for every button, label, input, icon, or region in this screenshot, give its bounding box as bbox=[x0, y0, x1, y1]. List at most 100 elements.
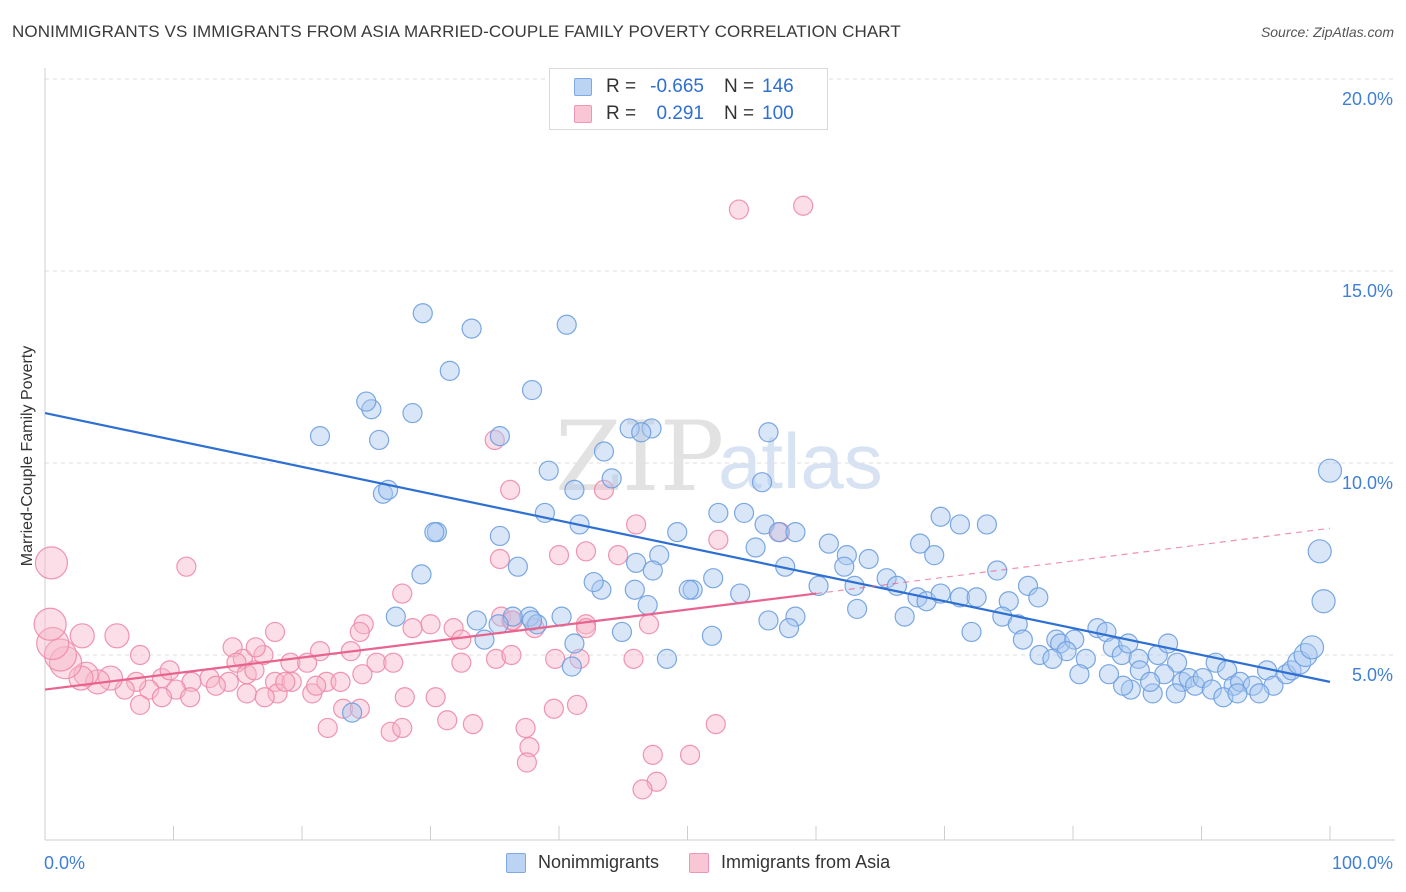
data-point bbox=[424, 522, 445, 543]
data-point bbox=[583, 571, 604, 593]
data-point bbox=[1299, 635, 1325, 660]
data-point bbox=[778, 618, 800, 639]
data-point bbox=[638, 614, 660, 635]
data-point bbox=[466, 610, 487, 631]
legend-n-label: N = bbox=[724, 103, 755, 124]
data-point bbox=[69, 623, 95, 649]
x-tick-label-max: 100.0% bbox=[1332, 853, 1393, 873]
data-point bbox=[593, 441, 615, 462]
data-point bbox=[356, 391, 377, 412]
data-point bbox=[330, 671, 351, 692]
source-label: Source: ZipAtlas.com bbox=[1260, 24, 1394, 40]
series-immigrants-from-asia bbox=[33, 195, 814, 800]
watermark-atlas: atlas bbox=[718, 417, 883, 505]
legend-label-nonimmigrants: Nonimmigrants bbox=[538, 852, 660, 872]
y-axis-ticks: 5.0% 10.0% 15.0% 20.0% bbox=[1342, 89, 1393, 685]
data-point bbox=[625, 514, 647, 535]
legend-r-label: R = bbox=[606, 103, 637, 124]
data-point bbox=[264, 621, 286, 643]
y-tick-label: 15.0% bbox=[1342, 281, 1393, 301]
x-tick-label-min: 0.0% bbox=[44, 853, 85, 873]
data-point bbox=[679, 744, 701, 765]
data-point bbox=[1166, 652, 1188, 673]
data-point bbox=[1129, 660, 1150, 681]
data-point bbox=[1165, 683, 1186, 704]
data-point bbox=[425, 687, 446, 708]
data-point bbox=[625, 552, 647, 573]
data-point bbox=[369, 429, 390, 451]
data-point bbox=[1075, 648, 1096, 669]
legend-row-nonimmigrants: R = -0.665 N = 146 bbox=[574, 76, 794, 98]
data-point bbox=[439, 360, 460, 381]
data-point bbox=[543, 698, 564, 719]
x-axis bbox=[44, 68, 1395, 841]
data-point bbox=[385, 606, 406, 627]
trend-line-immigrants-extension bbox=[815, 527, 1331, 595]
series-legend: Nonimmigrants Immigrants from Asia bbox=[506, 852, 920, 873]
data-point bbox=[1317, 458, 1343, 483]
data-point bbox=[461, 318, 482, 339]
data-point bbox=[176, 556, 197, 577]
data-point bbox=[267, 683, 288, 704]
data-point bbox=[566, 694, 588, 716]
legend-swatch-blue bbox=[574, 78, 592, 96]
data-point bbox=[678, 579, 699, 600]
data-point bbox=[703, 568, 724, 589]
data-point bbox=[593, 479, 615, 500]
data-point bbox=[489, 426, 510, 447]
data-point bbox=[1042, 648, 1063, 669]
data-point bbox=[642, 744, 663, 765]
data-point bbox=[275, 671, 296, 692]
data-point bbox=[1139, 671, 1161, 692]
data-point bbox=[437, 710, 458, 731]
data-point bbox=[538, 460, 559, 481]
legend-label-immigrants: Immigrants from Asia bbox=[721, 852, 891, 872]
data-point bbox=[733, 502, 755, 524]
data-point bbox=[392, 717, 413, 739]
data-point bbox=[226, 652, 247, 673]
data-point bbox=[33, 607, 67, 641]
data-point bbox=[1249, 683, 1270, 704]
legend-r-label: R = bbox=[606, 76, 637, 97]
chart-title: NONIMMIGRANTS VS IMMIGRANTS FROM ASIA MA… bbox=[12, 22, 901, 41]
data-point bbox=[564, 479, 585, 500]
data-point bbox=[930, 583, 951, 604]
data-point bbox=[632, 779, 653, 800]
data-point bbox=[394, 687, 415, 708]
data-point bbox=[1028, 587, 1049, 608]
legend-r-value: -0.665 bbox=[650, 76, 704, 97]
data-point bbox=[847, 598, 868, 620]
data-point bbox=[309, 426, 331, 447]
data-point bbox=[1307, 539, 1332, 564]
data-point bbox=[844, 575, 865, 596]
data-point bbox=[949, 514, 971, 535]
data-point bbox=[608, 545, 629, 566]
data-point bbox=[281, 671, 302, 692]
legend-swatch-pink bbox=[689, 852, 710, 873]
y-tick-label: 5.0% bbox=[1352, 665, 1393, 685]
data-point bbox=[1012, 629, 1033, 650]
data-point bbox=[1007, 614, 1028, 635]
stats-legend: R = -0.665 N = 146 R = 0.291 N = 100 bbox=[549, 68, 828, 130]
data-point bbox=[1172, 671, 1193, 692]
data-point bbox=[519, 737, 540, 758]
data-point bbox=[485, 648, 507, 669]
data-point bbox=[516, 752, 537, 773]
data-point bbox=[785, 522, 806, 543]
data-point bbox=[412, 303, 433, 324]
data-point bbox=[1064, 629, 1085, 650]
data-point bbox=[1311, 589, 1336, 614]
data-point bbox=[205, 675, 227, 696]
data-point bbox=[420, 614, 441, 635]
data-point bbox=[104, 623, 130, 649]
data-point bbox=[1069, 664, 1090, 685]
y-tick-label: 20.0% bbox=[1342, 89, 1393, 109]
data-point bbox=[501, 644, 522, 666]
data-point bbox=[768, 522, 789, 543]
data-point bbox=[728, 199, 750, 220]
data-point bbox=[151, 687, 173, 708]
data-point bbox=[701, 625, 723, 646]
data-point bbox=[342, 702, 363, 723]
data-point bbox=[222, 637, 243, 658]
data-point bbox=[180, 687, 201, 708]
